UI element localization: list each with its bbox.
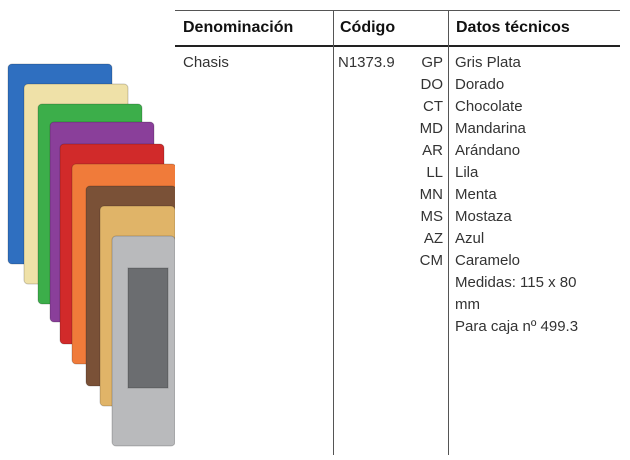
variant-code: LL — [426, 164, 443, 181]
variant-code: MD — [419, 120, 443, 137]
variant-code: MN — [419, 186, 443, 203]
variant-code: MS — [420, 208, 444, 225]
variant-code: CM — [419, 252, 443, 269]
variant-label: Menta — [455, 186, 497, 203]
top-rule — [175, 10, 620, 11]
variant-code: CT — [423, 98, 443, 115]
variant-code: GP — [421, 54, 443, 71]
column-header: Denominación — [183, 19, 294, 36]
product-code: N1373.9 — [338, 54, 395, 71]
variant-code: AZ — [423, 230, 443, 247]
column-divider — [448, 10, 449, 455]
column-divider — [333, 10, 334, 455]
variant-label: Lila — [455, 164, 479, 181]
column-header: Datos técnicos — [456, 19, 570, 36]
variant-code: AR — [422, 142, 443, 159]
technical-note: Medidas: 115 x 80 mm — [455, 274, 577, 313]
variant-label: Mostaza — [455, 208, 512, 225]
variant-label: Azul — [455, 230, 485, 247]
variant-label: Arándano — [455, 142, 521, 159]
variant-code: DO — [420, 76, 444, 93]
column-header: Código — [340, 19, 396, 36]
product-name: Chasis — [183, 54, 229, 71]
variant-label: Caramelo — [455, 252, 521, 269]
variant-label: Dorado — [455, 76, 505, 93]
product-image — [7, 63, 175, 447]
variant-label: Chocolate — [455, 98, 523, 115]
variant-label: Mandarina — [455, 120, 526, 137]
variant-label: Gris Plata — [455, 54, 521, 71]
header-rule — [175, 45, 620, 47]
technical-note: Para caja nº 499.3 — [455, 318, 579, 335]
